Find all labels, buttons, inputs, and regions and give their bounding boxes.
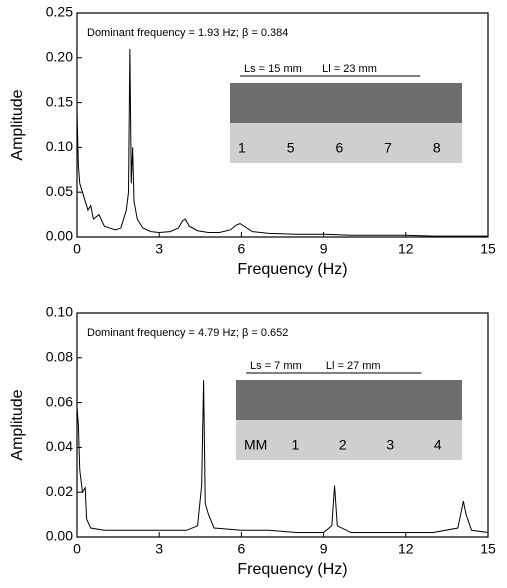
spectrum-line [76, 380, 489, 534]
ruler-label: 1 [291, 437, 299, 453]
x-tick-label: 12 [398, 541, 414, 557]
annotation: Dominant frequency = 4.79 Hz; β = 0.652 [87, 327, 288, 339]
x-tick-label: 12 [398, 241, 414, 257]
ruler-label: 8 [433, 140, 441, 156]
ruler-label: 7 [384, 140, 392, 156]
y-tick-label: 0.10 [46, 304, 73, 320]
y-tick-label: 0.08 [46, 349, 73, 365]
y-tick-label: 0.20 [46, 49, 73, 65]
x-tick-label: 3 [155, 241, 163, 257]
ruler-label: 3 [386, 437, 394, 453]
annotation: Dominant frequency = 1.93 Hz; β = 0.384 [87, 27, 288, 39]
ruler-label: 2 [339, 437, 347, 453]
x-tick-label: 0 [73, 541, 81, 557]
x-tick-label: 15 [480, 541, 496, 557]
x-tick-label: 6 [238, 541, 246, 557]
x-tick-label: 0 [73, 241, 81, 257]
inset-label: Ls = 15 mm [244, 63, 302, 75]
inset-label: Ll = 27 mm [326, 360, 381, 372]
ruler-label: 4 [434, 437, 442, 453]
ruler-label: 5 [287, 140, 295, 156]
ruler-label: 6 [335, 140, 343, 156]
plot-frame [76, 12, 489, 238]
plot-frame [76, 312, 489, 538]
x-tick-label: 3 [155, 541, 163, 557]
inset-label: Ls = 7 mm [250, 360, 302, 372]
ruler-label: 1 [238, 140, 246, 156]
y-tick-label: 0.00 [46, 528, 73, 544]
x-tick-label: 9 [320, 241, 328, 257]
y-tick-label: 0.02 [46, 483, 73, 499]
y-tick-label: 0.10 [46, 138, 73, 154]
y-tick-label: 0.00 [46, 228, 73, 244]
spectrum-line [76, 48, 488, 237]
ruler-label: MM [244, 437, 267, 453]
y-tick-label: 0.15 [46, 93, 73, 109]
ruler [236, 420, 462, 460]
ruler [230, 123, 462, 163]
x-tick-label: 9 [320, 541, 328, 557]
x-tick-label: 6 [238, 241, 246, 257]
y-axis-title: Amplitude [9, 89, 26, 160]
y-tick-label: 0.04 [46, 438, 73, 454]
x-axis-title: Frequency (Hz) [237, 261, 347, 278]
inset-label: Ll = 23 mm [322, 63, 377, 75]
y-axis-title: Amplitude [9, 389, 26, 460]
y-tick-label: 0.25 [46, 4, 73, 20]
y-tick-label: 0.05 [46, 183, 73, 199]
x-tick-label: 15 [480, 241, 496, 257]
x-axis-title: Frequency (Hz) [237, 561, 347, 578]
y-tick-label: 0.06 [46, 393, 73, 409]
